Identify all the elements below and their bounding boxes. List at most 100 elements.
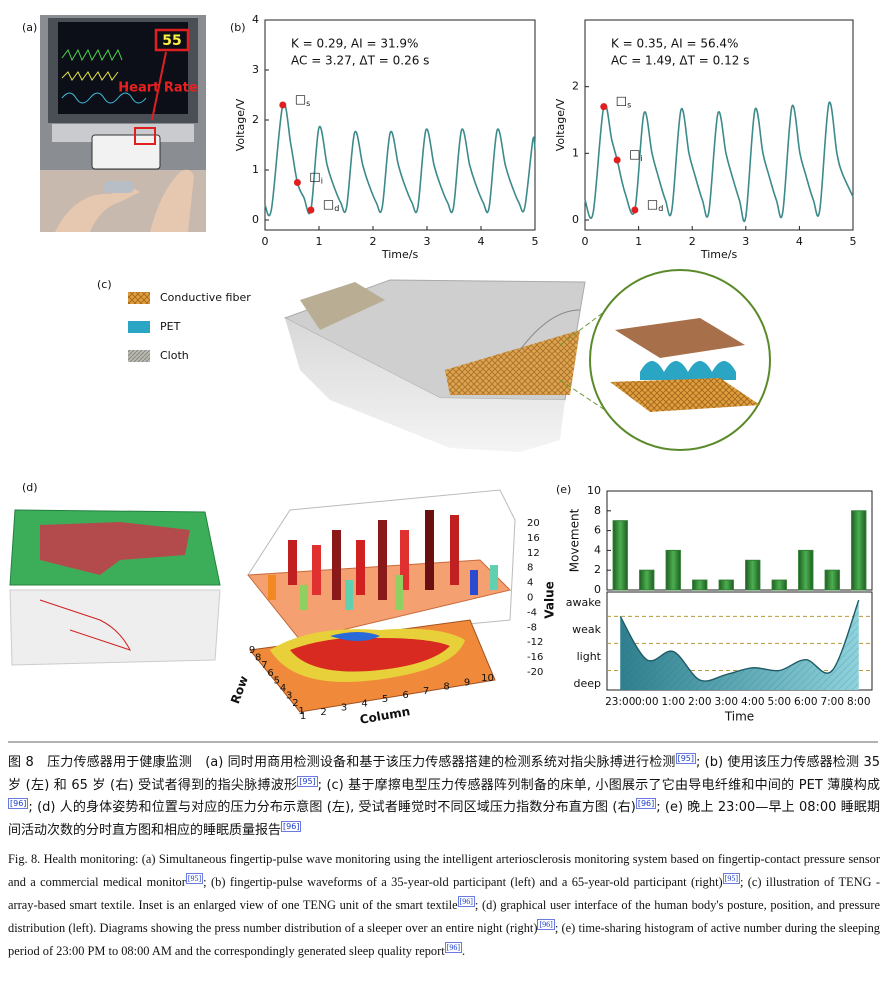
value-tick-label: 20 (527, 518, 540, 529)
caption-chinese: 图 8 压力传感器用于健康监测 (a) 同时用商用检测设备和基于该压力传感器搭建… (8, 752, 880, 842)
plot-frame (264, 19, 536, 231)
legend-label: PET (160, 320, 181, 333)
bar (639, 569, 655, 591)
x-tick-label: 3:00 (714, 696, 738, 708)
panel-label: (c) (97, 278, 112, 291)
key-point-box: □ (309, 169, 320, 183)
value-tick-label: 16 (527, 533, 540, 544)
caption-text: 图 8 压力传感器用于健康监测 (a) 同时用商用检测设备和基于该压力传感器搭建… (8, 755, 676, 770)
value-axis-label: Value (543, 581, 557, 619)
line-series (584, 101, 854, 223)
monitor-reading: 55 (162, 33, 181, 49)
plot-frame (584, 19, 854, 231)
caption-text: ; (e) 晚上 23:00—早上 08:00 睡眠期间活动次数的分时直方图和相… (8, 800, 880, 838)
bar (851, 510, 867, 591)
y-tick-label: 2 (252, 113, 259, 126)
y-tick-label: 2 (594, 563, 601, 576)
x-tick-label: 3 (424, 235, 431, 248)
key-point-box: □ (647, 197, 658, 211)
x-axis-label: Time/s (381, 248, 419, 261)
column-tick-label: 6 (402, 690, 408, 701)
y-tick-label: weak (572, 623, 602, 636)
reference: [96] (457, 896, 475, 907)
value-tick-label: -4 (527, 607, 537, 618)
reference: [95] (185, 873, 204, 884)
panel-label: (e) (556, 483, 571, 496)
key-point (293, 179, 301, 186)
column-tick-label: 2 (320, 707, 326, 718)
row-tick-label: 5 (274, 675, 280, 686)
key-point-box: □ (629, 147, 640, 161)
figure: (a) (b) (c) (d) (e) 55 Heart Rate Conduc… (8, 13, 878, 743)
annotation: AC = 1.49, ΔT = 0.12 s (611, 54, 749, 68)
bar (824, 569, 840, 591)
y-tick-label: 1 (252, 163, 259, 176)
caption-text: ; (c) 基于摩擦电型压力传感器阵列制备的床单, 小图展示了它由导电纤维和中间… (317, 777, 880, 793)
decorative-bars (268, 510, 498, 610)
column-tick-label: 1 (300, 711, 306, 722)
legend-label: Conductive fiber (160, 291, 251, 304)
caption-text: ; (c) illustration of TENG -array-based … (8, 875, 881, 912)
value-tick-label: -12 (527, 637, 543, 648)
key-point-subscript: d (334, 204, 339, 213)
y-tick-label: 3 (252, 63, 259, 76)
key-point-label: □i (629, 147, 643, 163)
y-tick-label: light (577, 650, 602, 663)
y-tick-label: awake (566, 596, 601, 609)
column-tick-label: 10 (481, 673, 494, 684)
reference: [95] (297, 775, 318, 787)
key-point (279, 101, 287, 109)
bar (745, 559, 761, 591)
x-tick-label: 4 (796, 235, 803, 248)
caption-text: . (462, 944, 466, 958)
key-point-box: □ (616, 93, 627, 107)
key-point-subscript: s (627, 100, 631, 109)
value-tick-label: 8 (527, 563, 533, 574)
value-tick-label: 4 (527, 578, 533, 589)
row-tick-label: 9 (249, 645, 255, 656)
bar (718, 579, 734, 591)
x-tick-label: 2 (689, 235, 696, 248)
reference: [95] (722, 873, 740, 884)
y-tick-label: 4 (594, 543, 601, 556)
x-tick-label: 5 (850, 235, 857, 248)
x-tick-label: 7:00 (820, 696, 844, 708)
x-axis-label: Time/s (700, 248, 738, 261)
x-tick-label: 23:00 (605, 696, 635, 708)
bar (665, 549, 681, 591)
y-tick-label: 2 (572, 80, 579, 93)
key-point-subscript: s (306, 99, 310, 108)
reference: [95] (675, 753, 696, 764)
x-tick-label: 1:00 (661, 696, 685, 708)
y-tick-label: 10 (587, 484, 601, 497)
y-axis-label: Voltage/V (554, 98, 567, 151)
x-tick-label: 2:00 (688, 696, 712, 708)
panel-label: (d) (22, 481, 38, 494)
caption-text: ; (b) 使用该压力传感器检测 35 岁 (左) 和 65 岁 (右) 受试者… (8, 755, 880, 793)
key-point-label: □s (616, 93, 632, 109)
annotation: K = 0.29, AI = 31.9% (291, 37, 418, 51)
column-tick-label: 5 (382, 694, 388, 705)
caption-text: ; (b) fingertip-pulse waveforms of a 35-… (203, 875, 723, 889)
x-tick-label: 5:00 (767, 696, 791, 708)
y-tick-label: 0 (252, 213, 259, 226)
value-tick-label: -8 (527, 622, 537, 633)
y-tick-label: 1 (572, 146, 579, 159)
bar (771, 579, 787, 591)
reference: [96] (537, 919, 555, 930)
value-tick-label: 0 (527, 593, 533, 604)
reference: [96] (8, 798, 29, 809)
column-tick-label: 9 (464, 677, 470, 688)
panel-label: (a) (22, 21, 37, 34)
3d-histogram (247, 489, 516, 713)
x-tick-label: 0 (262, 235, 269, 248)
x-tick-label: 4 (478, 235, 485, 248)
x-tick-label: 0 (582, 235, 589, 248)
line-series (264, 102, 536, 217)
posture-gui (9, 509, 221, 666)
key-point-box: □ (323, 197, 334, 211)
bar (612, 520, 628, 591)
caption-text: ; (e) time-sharing histogram of active n… (8, 921, 880, 958)
value-tick-label: -16 (527, 652, 543, 663)
